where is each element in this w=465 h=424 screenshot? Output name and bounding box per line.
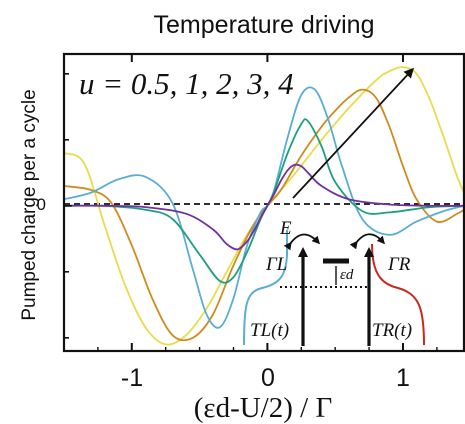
temp-left-label: TL(t) <box>250 320 289 341</box>
series-line-0 <box>64 163 464 251</box>
x-tick-label--1: -1 <box>121 364 143 392</box>
series-layer <box>64 66 464 346</box>
inset-diagram: E ΓL ΓR εd TL(t) TR(t) <box>243 218 425 346</box>
energy-label: E <box>279 218 292 239</box>
gamma-left-label: ΓL <box>265 254 287 275</box>
gamma-right-label: ΓR <box>387 254 411 275</box>
y-tick-label-0: 0 <box>37 195 46 214</box>
left-tunnel-arrow <box>283 233 321 251</box>
u-values-annotation: u = 0.5, 1, 2, 3, 4 <box>79 66 294 101</box>
right-tunnel-arrow <box>349 233 385 250</box>
temp-right-label: TR(t) <box>372 320 412 341</box>
x-tick-label-1: 1 <box>396 364 410 392</box>
series-line-3 <box>64 88 464 342</box>
right-temperature-profile <box>371 243 425 346</box>
y-axis-label: Pumped charge per a cycle <box>19 89 40 320</box>
epsilon-label: εd <box>340 267 354 283</box>
increasing-u-arrow <box>292 67 415 199</box>
plot-frame <box>62 52 465 353</box>
left-temperature-profile <box>243 230 288 346</box>
x-tick-label-0: 0 <box>261 364 275 392</box>
chart-title: Temperature driving <box>154 11 375 39</box>
x-axis-label: (εd-U/2) / Γ <box>194 392 332 424</box>
tick-layer <box>63 54 438 351</box>
